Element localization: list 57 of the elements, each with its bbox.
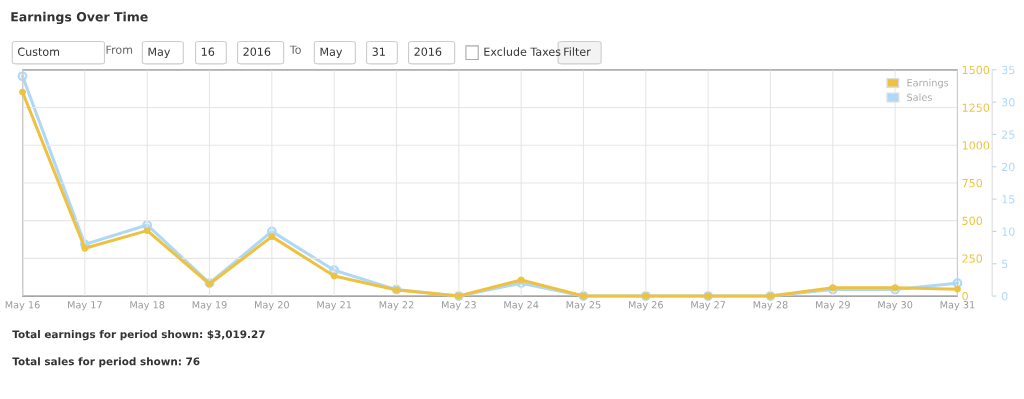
point bbox=[81, 244, 89, 252]
y2-tick-label: 35 bbox=[1002, 65, 1015, 75]
text: Filter bbox=[564, 47, 591, 56]
point bbox=[268, 233, 276, 241]
point bbox=[330, 272, 338, 280]
x-tick-label: May 26 bbox=[628, 301, 663, 311]
point bbox=[952, 278, 963, 288]
text: 16 bbox=[201, 47, 215, 56]
y-tick-label: 500 bbox=[962, 216, 983, 226]
y2-tick-label: 0 bbox=[1001, 292, 1008, 301]
x-tick-label: May 17 bbox=[68, 301, 102, 311]
text: May bbox=[148, 47, 171, 59]
y-tick-label: 1000 bbox=[962, 141, 990, 150]
y-tick-label: 1500 bbox=[962, 65, 990, 75]
x-tick-label: May 20 bbox=[255, 301, 289, 311]
chart-title: Earnings Over Time bbox=[11, 11, 148, 25]
x-tick-label: May 27 bbox=[691, 301, 726, 311]
x-tick-label: May 30 bbox=[878, 301, 913, 311]
x-tick-label: May 24 bbox=[504, 301, 539, 311]
point bbox=[953, 285, 961, 293]
y-tick-label: 750 bbox=[962, 178, 983, 188]
x-tick-label: May 18 bbox=[130, 301, 165, 311]
text: 31 bbox=[372, 47, 385, 56]
x-tick-label: May 19 bbox=[192, 301, 227, 311]
y2-tick-label: 25 bbox=[1002, 130, 1015, 139]
text: Total sales for period shown: 76 bbox=[12, 357, 200, 368]
x-tick-label: May 31 bbox=[940, 301, 975, 311]
point bbox=[143, 227, 151, 235]
text: Total earnings for period shown: $3,019.27 bbox=[12, 330, 265, 341]
y2-tick-label: 15 bbox=[1002, 195, 1015, 204]
y-tick-label: 0 bbox=[962, 292, 968, 301]
text: Custom bbox=[18, 47, 60, 56]
y-tick-label: 250 bbox=[962, 254, 983, 263]
x-tick-label: May 22 bbox=[379, 301, 414, 311]
x-tick-label: May 25 bbox=[566, 301, 601, 311]
y2-tick-label: 10 bbox=[1002, 227, 1015, 236]
legend-label: Sales bbox=[907, 93, 932, 101]
x-tick-label: May 23 bbox=[441, 301, 476, 311]
x-tick-label: May 16 bbox=[5, 301, 40, 311]
point bbox=[19, 88, 26, 96]
x-tick-label: May 29 bbox=[815, 301, 850, 311]
text: To bbox=[289, 45, 301, 54]
y2-tick-label: 30 bbox=[1002, 98, 1015, 107]
y-tick-label: 1250 bbox=[962, 103, 990, 112]
point bbox=[142, 220, 153, 230]
x-tick-label: May 28 bbox=[753, 301, 788, 311]
text: Exclude Taxes bbox=[484, 47, 561, 56]
y2-tick-label: 5 bbox=[1002, 259, 1008, 269]
point bbox=[17, 71, 28, 82]
text: 2016 bbox=[243, 47, 271, 56]
y2-tick-label: 20 bbox=[1002, 162, 1015, 172]
text: From bbox=[106, 45, 133, 54]
legend-label: Earnings bbox=[907, 78, 949, 89]
text: 2016 bbox=[414, 47, 442, 56]
text: May bbox=[320, 47, 343, 59]
point bbox=[517, 276, 525, 284]
x-tick-label: May 21 bbox=[317, 301, 352, 311]
